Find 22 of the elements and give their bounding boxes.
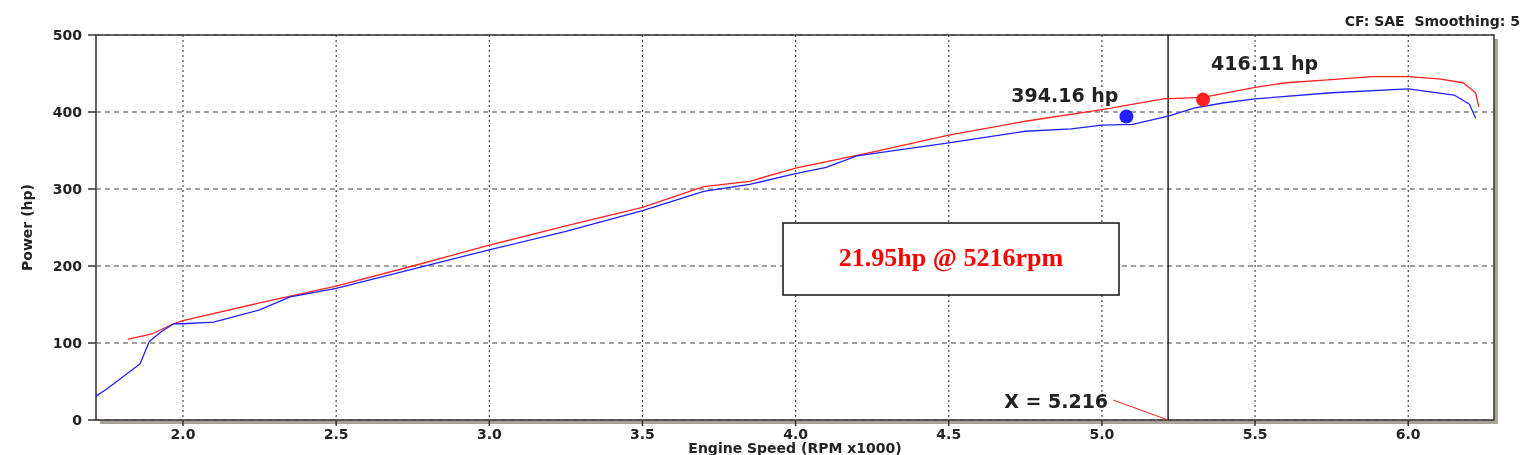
x-tick-label: 3.0 (476, 426, 502, 442)
x-tick-label: 3.5 (630, 426, 655, 442)
y-tick-label: 0 (72, 412, 83, 428)
y-tick-label: 500 (52, 27, 83, 43)
y-tick-label: 400 (52, 104, 83, 120)
y-tick-label: 300 (52, 181, 83, 197)
data-label: 394.16 hp (1011, 84, 1119, 107)
x-tick-label: 4.5 (936, 426, 962, 442)
x-tick-label: 2.0 (170, 426, 196, 442)
x-tick-label: 5.5 (1242, 426, 1268, 442)
x-tick-label: 6.0 (1395, 426, 1421, 442)
ref-line-label: X = 5.216 (1004, 390, 1109, 412)
y-tick-label: 100 (52, 335, 83, 351)
y-axis-title: Power (hp) (19, 184, 35, 271)
data-label: 416.11 hp (1211, 51, 1319, 74)
line-series (127, 75, 1480, 340)
x-tick-label: 4.0 (783, 426, 809, 442)
x-tick-label: 2.5 (323, 426, 349, 442)
text: CF: SAE Smoothing: 5 (1344, 13, 1520, 29)
x-tick-label: 5.0 (1089, 426, 1115, 442)
annotation: 21.95hp @ 5216rpm (838, 243, 1064, 272)
y-tick-label: 200 (52, 258, 83, 274)
